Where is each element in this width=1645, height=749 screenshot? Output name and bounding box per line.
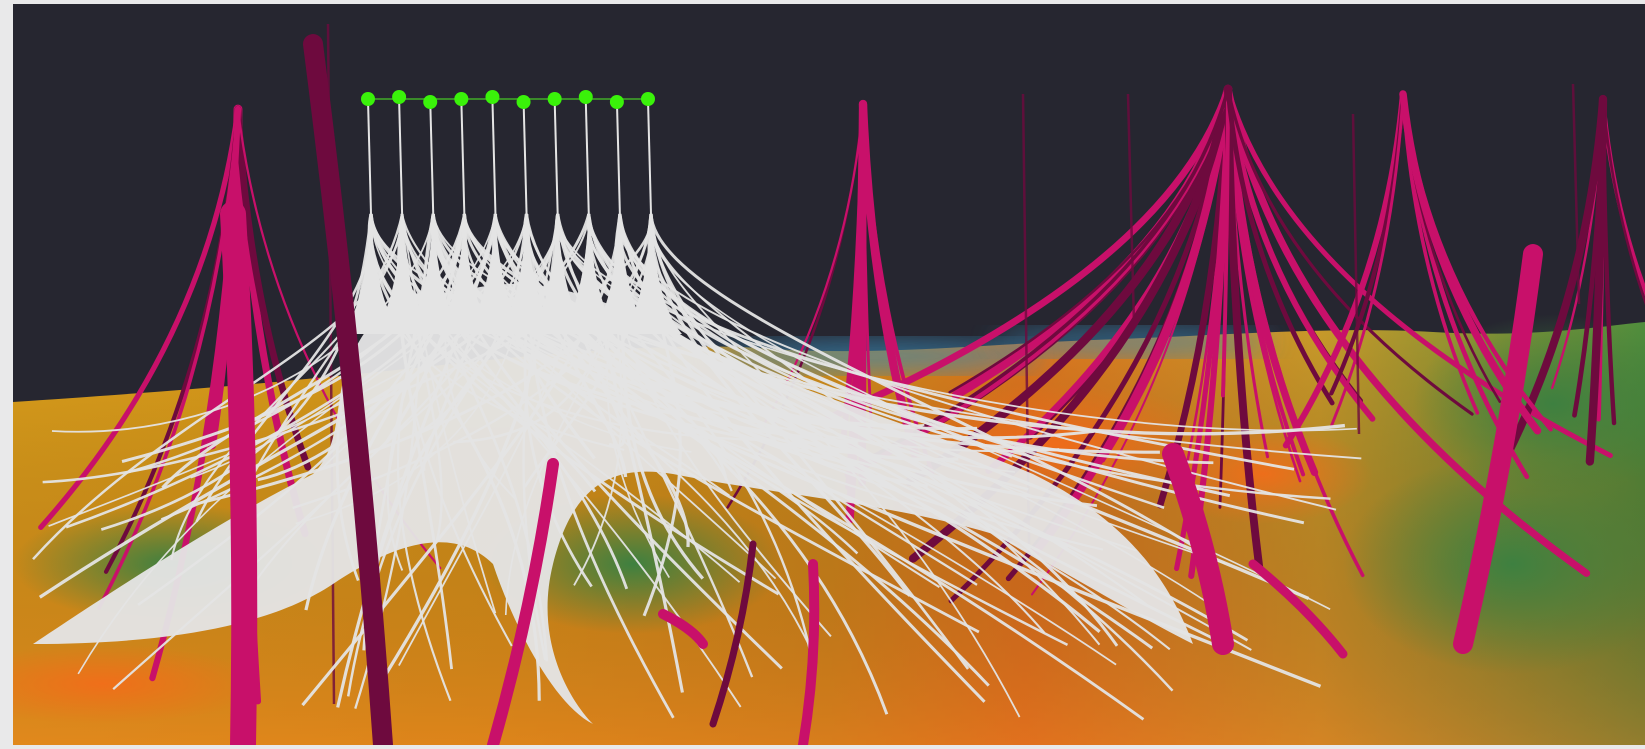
well-stem bbox=[584, 99, 590, 215]
well-stem bbox=[553, 99, 559, 215]
well-trajectory bbox=[97, 107, 240, 610]
well-trajectory bbox=[100, 213, 373, 531]
well-cusp bbox=[404, 214, 465, 334]
well-trajectory bbox=[1220, 87, 1230, 398]
well-trajectory bbox=[1351, 113, 1361, 435]
well-trajectory bbox=[487, 458, 559, 745]
wellhead-marker bbox=[609, 95, 624, 109]
well-trajectory bbox=[649, 213, 1203, 553]
well-trajectory bbox=[1226, 87, 1474, 416]
wellhead-marker bbox=[361, 92, 375, 106]
wellhead-marker bbox=[392, 90, 407, 104]
well-cusp bbox=[590, 214, 651, 334]
well-stem bbox=[460, 99, 466, 215]
well-cusp bbox=[497, 214, 558, 334]
well-trajectory bbox=[1126, 93, 1136, 325]
wellhead-marker bbox=[641, 92, 655, 106]
well-trajectory bbox=[1329, 92, 1405, 428]
well-trajectory bbox=[1224, 85, 1264, 571]
well-stem bbox=[398, 99, 404, 215]
well-cusp bbox=[435, 214, 496, 334]
well-cusp bbox=[466, 214, 527, 334]
well-trajectory bbox=[1487, 95, 1607, 490]
wellhead-marker bbox=[578, 90, 593, 104]
well-stem bbox=[491, 99, 497, 215]
well-trajectory bbox=[1225, 86, 1335, 406]
well-trajectory bbox=[709, 540, 757, 728]
well-trajectory bbox=[1600, 96, 1617, 426]
well-stem bbox=[429, 99, 435, 215]
well-stem bbox=[647, 99, 652, 215]
well-trajectory bbox=[798, 559, 820, 745]
wellhead-marker bbox=[516, 95, 531, 109]
well-cusp bbox=[528, 214, 589, 334]
well-stem bbox=[522, 99, 528, 215]
well-cusp bbox=[373, 214, 434, 334]
selected-bundle-mass bbox=[33, 284, 1193, 724]
well-trajectory bbox=[618, 213, 1214, 465]
well-trajectory bbox=[32, 213, 404, 560]
well-trajectory bbox=[617, 213, 1231, 498]
well-cusp bbox=[342, 214, 402, 334]
3d-viewport[interactable] bbox=[13, 4, 1645, 745]
well-trajectory bbox=[1162, 443, 1234, 655]
well-stem bbox=[615, 99, 621, 215]
well-trajectory bbox=[658, 609, 708, 649]
well-stem bbox=[367, 99, 372, 215]
wellhead-marker bbox=[454, 92, 469, 106]
well-trajectory bbox=[51, 213, 435, 433]
well-trajectory bbox=[1571, 83, 1581, 305]
wellhead-marker bbox=[423, 95, 438, 109]
foreground-wells-group bbox=[220, 34, 1543, 745]
well-trajectory bbox=[1226, 87, 1365, 578]
well-trajectory bbox=[1224, 85, 1591, 577]
well-trajectory bbox=[303, 34, 393, 745]
scene-canvas[interactable] bbox=[13, 4, 1645, 745]
well-trajectory bbox=[38, 106, 241, 530]
well-trajectory bbox=[825, 85, 1232, 422]
well-trajectory bbox=[1453, 244, 1543, 654]
wellhead-marker bbox=[485, 90, 500, 104]
selected-wells-group bbox=[32, 99, 1362, 724]
wellhead-marker bbox=[547, 92, 562, 106]
well-trajectory bbox=[1601, 97, 1645, 306]
wellhead-markers bbox=[361, 90, 655, 109]
well-trajectory bbox=[220, 201, 258, 745]
well-trajectory bbox=[1248, 559, 1348, 659]
well-cusp bbox=[622, 214, 682, 334]
well-cusp bbox=[559, 214, 620, 334]
